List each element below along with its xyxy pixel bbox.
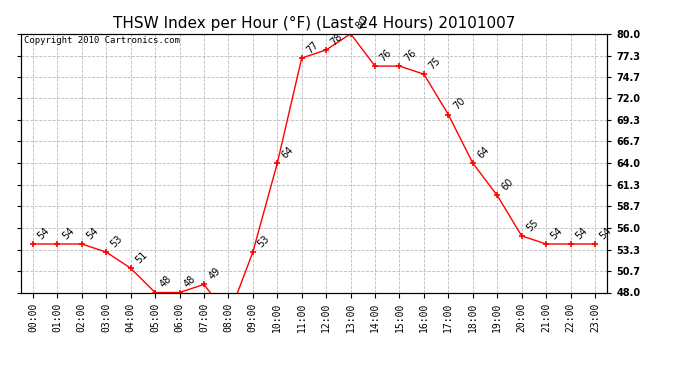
Text: 45: 45 — [0, 374, 1, 375]
Text: 53: 53 — [255, 234, 271, 249]
Text: 55: 55 — [524, 217, 540, 233]
Title: THSW Index per Hour (°F) (Last 24 Hours) 20101007: THSW Index per Hour (°F) (Last 24 Hours)… — [112, 16, 515, 31]
Text: 77: 77 — [304, 39, 320, 55]
Text: 78: 78 — [329, 32, 345, 47]
Text: 76: 76 — [402, 48, 418, 63]
Text: 60: 60 — [500, 177, 515, 193]
Text: 54: 54 — [85, 225, 100, 241]
Text: 49: 49 — [207, 266, 222, 282]
Text: 76: 76 — [378, 48, 393, 63]
Text: 53: 53 — [109, 234, 125, 249]
Text: 64: 64 — [280, 145, 296, 160]
Text: 54: 54 — [60, 225, 76, 241]
Text: 48: 48 — [158, 274, 174, 290]
Text: Copyright 2010 Cartronics.com: Copyright 2010 Cartronics.com — [23, 36, 179, 45]
Text: 54: 54 — [549, 225, 564, 241]
Text: 80: 80 — [353, 15, 369, 31]
Text: 70: 70 — [451, 96, 467, 112]
Text: 64: 64 — [475, 145, 491, 160]
Text: 54: 54 — [36, 225, 52, 241]
Text: 51: 51 — [133, 250, 149, 266]
Text: 54: 54 — [598, 225, 613, 241]
Text: 75: 75 — [426, 56, 442, 71]
Text: 54: 54 — [573, 225, 589, 241]
Text: 48: 48 — [182, 274, 198, 290]
